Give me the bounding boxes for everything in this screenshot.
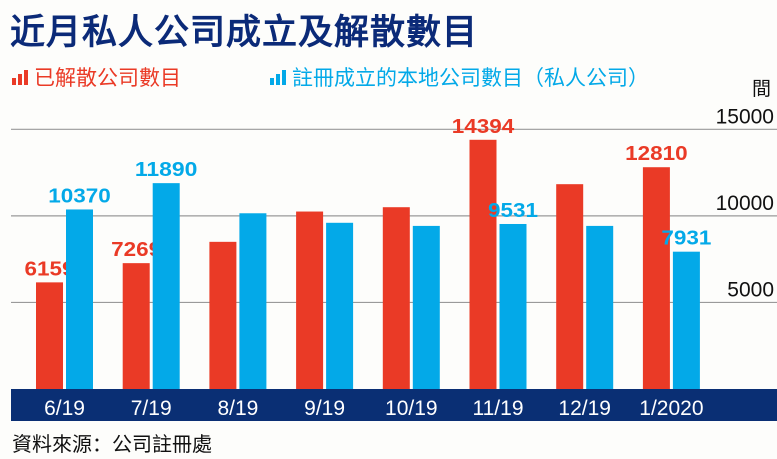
bar-registered: [66, 209, 93, 389]
data-label: 10370: [48, 185, 111, 207]
bar-dissolved: [469, 139, 497, 389]
bar-registered: [239, 213, 267, 389]
bar-registered: [152, 183, 180, 389]
x-tick-label: 8/19: [217, 397, 258, 420]
unit-label: 間: [751, 78, 771, 100]
legend-label: 已解散公司數目: [34, 66, 181, 90]
data-label: 9531: [488, 200, 538, 222]
x-tick-label: 11/19: [473, 397, 524, 420]
bar-chart-icon: [270, 69, 286, 85]
bar-chart-icon: [12, 69, 28, 85]
chart-title: 近月私人公司成立及解散數目: [10, 13, 479, 53]
x-tick-label: 7/19: [131, 397, 172, 420]
bar-dissolved: [296, 211, 324, 389]
y-tick-label: 10000: [716, 192, 774, 215]
legend-item-dissolved: 已解散公司數目: [12, 62, 181, 92]
data-label: 12810: [625, 143, 688, 165]
bar-registered: [586, 225, 614, 389]
x-axis-band: [11, 389, 777, 421]
data-label: 7931: [661, 228, 711, 250]
bar-dissolved: [556, 184, 584, 389]
data-label: 6159: [25, 258, 75, 280]
source-note: 資料來源：公司註冊處: [12, 432, 212, 456]
bar-dissolved: [209, 241, 237, 389]
legend-item-registered: 註冊成立的本地公司數目（私人公司）: [270, 62, 649, 92]
bar-dissolved: [122, 263, 150, 389]
bar-registered: [672, 251, 700, 389]
data-label: 14394: [452, 116, 515, 138]
x-tick-label: 9/19: [304, 397, 345, 420]
legend-label: 註冊成立的本地公司數目（私人公司）: [292, 66, 649, 90]
data-label: 7269: [111, 239, 161, 261]
data-label: 11890: [135, 159, 198, 181]
x-tick-label: 10/19: [385, 397, 438, 420]
bar-dissolved: [382, 207, 410, 389]
y-tick-label: 5000: [727, 278, 774, 301]
bar-dissolved: [36, 282, 63, 389]
x-tick-label: 12/19: [558, 397, 611, 420]
y-tick-label: 15000: [716, 105, 774, 128]
x-tick-label: 1/2020: [639, 397, 703, 420]
bar-registered: [326, 222, 354, 389]
x-tick-label: 6/19: [44, 397, 85, 420]
bar-registered: [499, 223, 527, 389]
bar-dissolved: [642, 167, 670, 389]
bar-registered: [412, 225, 440, 389]
